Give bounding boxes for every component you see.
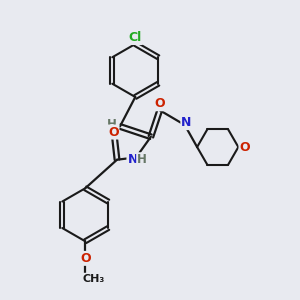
Text: O: O (239, 141, 250, 154)
Text: O: O (154, 97, 165, 110)
Text: N: N (181, 116, 192, 129)
Text: H: H (107, 118, 117, 131)
Text: N: N (128, 153, 138, 166)
Text: CH₃: CH₃ (82, 274, 105, 284)
Text: Cl: Cl (129, 31, 142, 44)
Text: O: O (108, 125, 119, 139)
Text: H: H (137, 153, 147, 166)
Text: O: O (80, 252, 91, 265)
